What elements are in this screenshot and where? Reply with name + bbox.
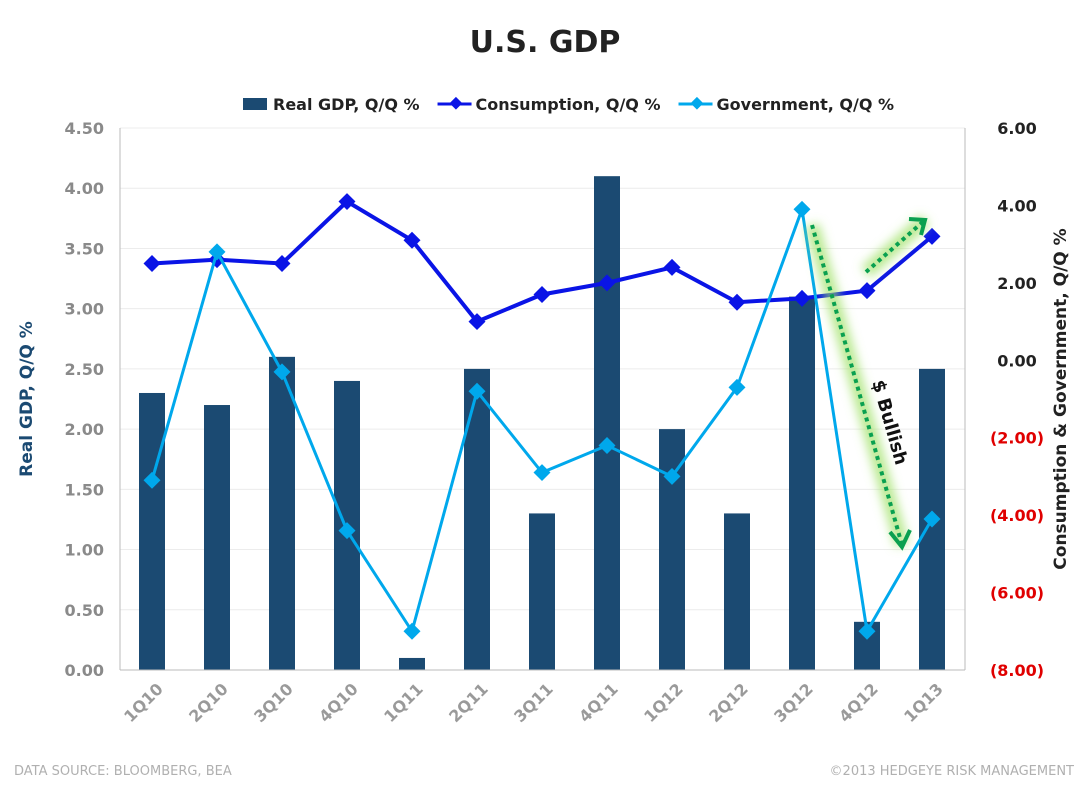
marker-3Q12 [793,200,811,218]
right-tick-label: (4.00) [990,506,1044,525]
x-tick-label: 3Q10 [250,679,297,726]
marker-4Q11 [598,436,616,454]
x-tick-label: 1Q13 [900,679,947,726]
copyright: ©2013 HEDGEYE RISK MANAGEMENT [829,764,1074,779]
marker-4Q10 [338,193,356,211]
arrow-glow [805,223,909,547]
marker-1Q12 [663,467,681,485]
right-tick-label: 4.00 [997,196,1036,215]
right-tick-label: 0.00 [997,351,1036,370]
legend-marker [449,96,463,110]
marker-2Q10 [208,243,226,261]
marker-1Q10 [143,255,161,272]
left-tick-label: 0.00 [65,661,104,680]
left-tick-label: 4.50 [65,119,104,138]
left-tick-label: 0.50 [65,601,104,620]
lines [143,193,941,640]
marker-3Q10 [273,255,291,272]
legend-marker [690,96,704,110]
left-axis-title: Real GDP, Q/Q % [17,321,37,477]
right-tick-label: 6.00 [997,119,1036,138]
right-tick-label: (8.00) [990,661,1044,680]
annotation: $ Bullish [805,214,930,551]
left-tick-label: 1.50 [65,480,104,499]
marker-2Q12 [728,293,746,311]
up-arrow [864,218,927,274]
data-source: DATA SOURCE: BLOOMBERG, BEA [14,764,232,779]
legend-label: Real GDP, Q/Q % [273,95,420,114]
left-tick-label: 3.00 [65,300,104,319]
marker-3Q12 [793,289,811,307]
marker-1Q11 [403,622,421,640]
bar-2Q11 [464,368,490,670]
bar-1Q10 [139,392,165,670]
chart-title: U.S. GDP [470,25,621,60]
x-tick-label: 4Q10 [315,679,362,726]
legend-label: Consumption, Q/Q % [476,95,661,114]
marker-1Q12 [663,258,681,276]
bar-3Q10 [269,356,295,670]
x-tick-label: 1Q10 [120,679,167,726]
x-tick-label: 3Q11 [510,679,557,726]
legend: Real GDP, Q/Q % Consumption, Q/Q % Governm… [243,95,894,114]
marker-3Q11 [533,464,551,482]
left-tick-label: 4.00 [65,179,104,198]
bar-3Q11 [529,513,555,670]
marker-3Q11 [533,285,551,303]
x-tick-label: 4Q12 [835,679,882,726]
bar-3Q12 [789,296,815,670]
bar-2Q12 [724,513,750,670]
right-axis-title: Consumption & Government, Q/Q % [1051,228,1071,569]
x-tick-label: 4Q11 [575,679,622,726]
bar-2Q10 [204,405,230,670]
x-tick-label: 1Q12 [640,679,687,726]
bars [139,176,945,670]
up-arrowhead [908,217,928,236]
legend-label: Government, Q/Q % [717,95,895,114]
right-tick-label: (2.00) [990,429,1044,448]
left-tick-label: 3.50 [65,239,104,258]
x-tick-label: 3Q12 [770,679,817,726]
bar-1Q11 [399,657,425,670]
marker-2Q11 [468,382,486,400]
marker-1Q13 [923,510,941,528]
down-arrowhead [888,529,912,551]
bar-4Q11 [594,176,620,670]
marker-1Q10 [143,471,161,489]
marker-3Q10 [273,363,291,381]
marker-4Q11 [598,274,616,292]
x-tick-label: 2Q12 [705,679,752,726]
right-tick-label: 2.00 [997,274,1036,293]
legend-swatch [243,98,267,110]
marker-1Q13 [923,227,941,245]
marker-4Q12 [858,282,876,300]
x-tick-label: 2Q10 [185,679,232,726]
marker-4Q12 [858,622,876,640]
left-tick-label: 2.50 [65,360,104,379]
marker-4Q10 [338,522,356,540]
gridlines [120,127,965,611]
left-tick-label: 2.00 [65,420,104,439]
marker-2Q11 [468,313,486,331]
marker-1Q11 [403,231,421,249]
x-tick-label: 1Q11 [380,679,427,726]
right-tick-label: (6.00) [990,584,1044,603]
x-tick-label: 2Q11 [445,679,492,726]
marker-2Q12 [728,378,746,396]
left-tick-label: 1.00 [65,541,104,560]
